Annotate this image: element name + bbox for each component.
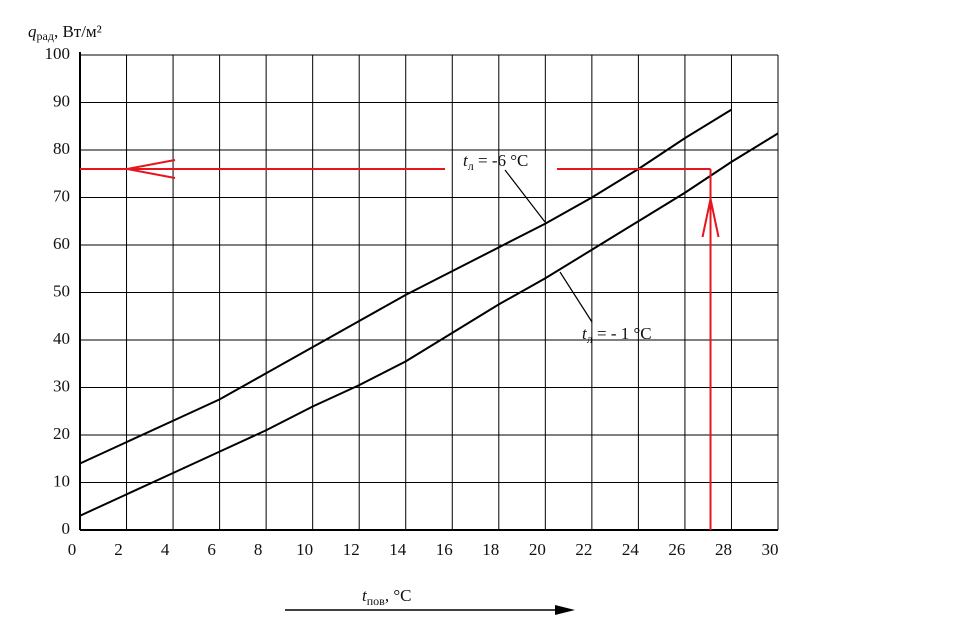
- label-symbol: t: [463, 151, 469, 170]
- label-subscript: л: [468, 159, 474, 173]
- y-axis-label: qрад, Вт/м²: [28, 22, 102, 43]
- reading-arrowhead: [701, 198, 720, 238]
- reading-arrowhead: [126, 159, 176, 179]
- x-tick-label: 22: [575, 540, 592, 559]
- x-tick-label: 6: [207, 540, 216, 559]
- leader-line: [559, 271, 593, 323]
- y-tick-label: 70: [53, 186, 70, 205]
- x-tick-label: 8: [254, 540, 263, 559]
- x-tick-label: 14: [389, 540, 407, 559]
- x-tick-label: 26: [668, 540, 685, 559]
- x-tick-label: 18: [482, 540, 499, 559]
- y-tick-label: 0: [62, 519, 71, 538]
- label-symbol: t: [582, 324, 588, 343]
- label-subscript: л: [587, 332, 593, 346]
- x-tick-label: 16: [436, 540, 453, 559]
- y-tick-label: 30: [53, 376, 70, 395]
- x-tick-label: 10: [296, 540, 313, 559]
- y-tick-label: 20: [53, 424, 70, 443]
- curve: [79, 132, 779, 517]
- y-tick-label: 80: [53, 139, 70, 158]
- y-tick-label: 90: [53, 91, 70, 110]
- label-text: = -6 °C: [474, 151, 529, 170]
- x-direction-arrowhead: [555, 605, 575, 615]
- x-tick-label: 28: [715, 540, 732, 559]
- y-tick-label: 40: [53, 329, 70, 348]
- x-tick-label: 2: [114, 540, 123, 559]
- y-tick-label: 60: [53, 234, 70, 253]
- x-tick-label: 30: [762, 540, 779, 559]
- curve-label: tл = -6 °C: [463, 151, 528, 173]
- curve-label: tл = - 1 °C: [582, 324, 652, 346]
- x-axis-label: tпов, °C: [362, 586, 411, 608]
- y-tick-label: 100: [45, 44, 71, 63]
- x-tick-label: 12: [343, 540, 360, 559]
- leader-line: [504, 169, 546, 223]
- x-tick-label: 4: [161, 540, 170, 559]
- x-tick-label: 20: [529, 540, 546, 559]
- x-tick-label: 24: [622, 540, 640, 559]
- x-tick-label: 0: [68, 540, 77, 559]
- y-tick-label: 50: [53, 281, 70, 300]
- y-tick-label: 10: [53, 471, 70, 490]
- curve: [79, 108, 732, 465]
- label-text: = - 1 °C: [593, 324, 652, 343]
